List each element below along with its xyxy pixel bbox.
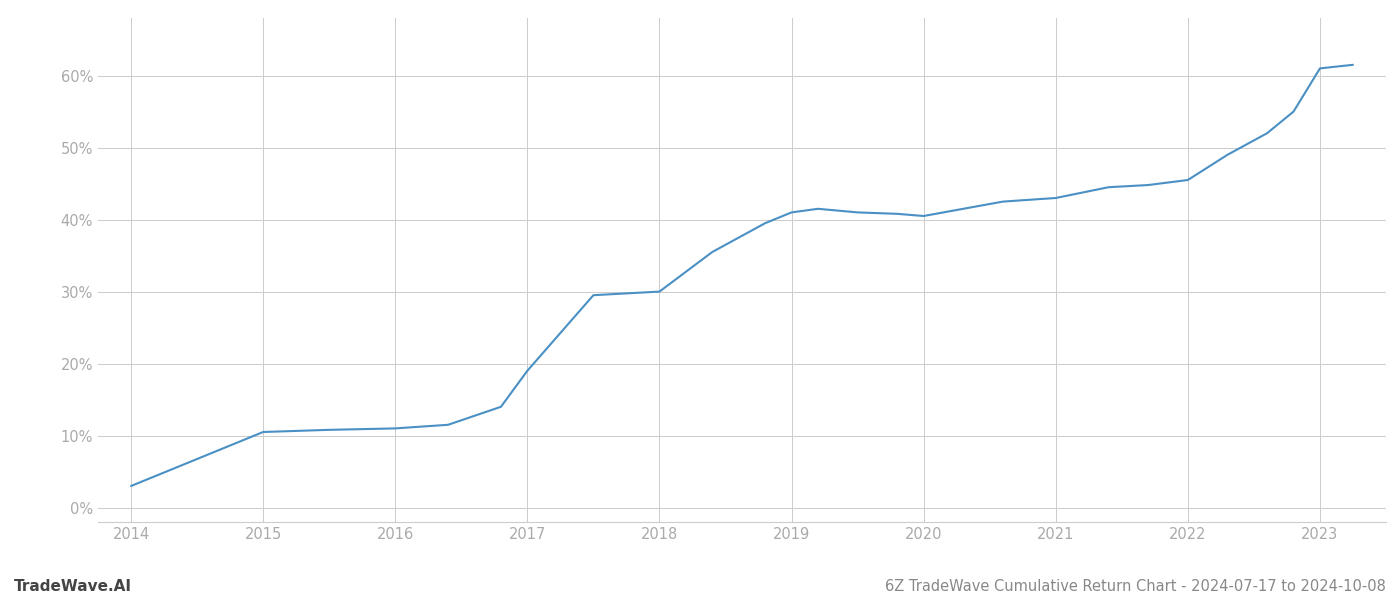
Text: TradeWave.AI: TradeWave.AI — [14, 579, 132, 594]
Text: 6Z TradeWave Cumulative Return Chart - 2024-07-17 to 2024-10-08: 6Z TradeWave Cumulative Return Chart - 2… — [885, 579, 1386, 594]
